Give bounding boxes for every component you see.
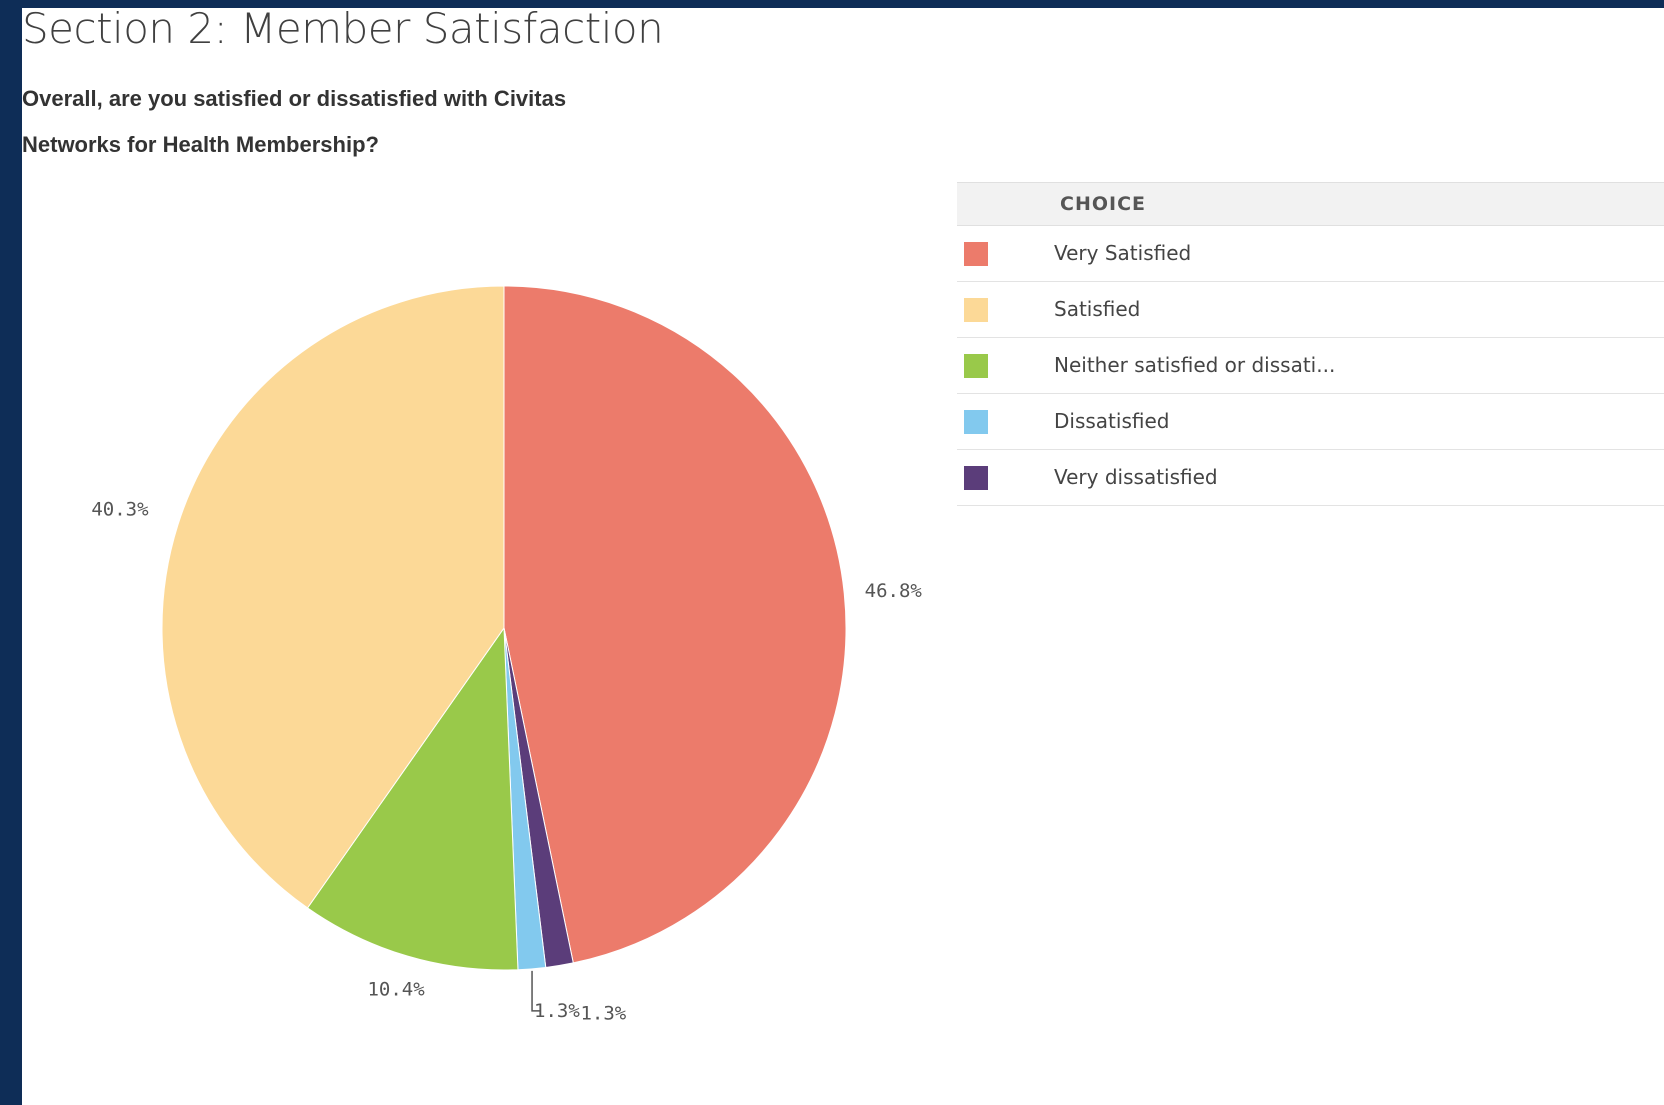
legend-rows: Very Satisfied Satisfied Neither satisfied…	[957, 226, 1664, 506]
legend-row-very-dissatisfied[interactable]: Very dissatisfied	[957, 450, 1664, 506]
legend-label-dissatisfied: Dissatisfied	[1054, 409, 1170, 433]
legend-header: CHOICE	[957, 182, 1664, 226]
legend-swatch-satisfied	[964, 298, 988, 322]
report-panel: Section 2: Member Satisfaction Overall, …	[22, 8, 1664, 1105]
legend-label-very-dissatisfied: Very dissatisfied	[1054, 465, 1218, 489]
leader-line-dissatisfied	[531, 970, 541, 1012]
legend-swatch-neither-satisfied-or-dissatisfied	[964, 354, 988, 378]
pie-slice-very-satisfied[interactable]	[503, 285, 847, 964]
legend-header-label: CHOICE	[1060, 193, 1146, 215]
legend-swatch-very-satisfied	[964, 242, 988, 266]
pie-slice-neither-satisfied-or-dissatisfied[interactable]	[306, 626, 519, 971]
legend-row-satisfied[interactable]: Satisfied	[957, 282, 1664, 338]
pie-chart: 46.8% 1.3%1.3% 10.4% 40.3%	[91, 285, 923, 1024]
legend-table: CHOICE Very Satisfied Satisfied Neither sa…	[957, 182, 1664, 506]
data-label-satisfied: 40.3%	[91, 499, 149, 521]
pie-slice-satisfied[interactable]	[161, 285, 505, 909]
legend-swatch-dissatisfied	[964, 410, 988, 434]
section-title: Section 2: Member Satisfaction	[22, 4, 664, 53]
legend-swatch-very-dissatisfied	[964, 466, 988, 490]
legend-label-satisfied: Satisfied	[1054, 297, 1141, 321]
data-label-very-dissatisfied: 1.3%	[580, 1002, 626, 1024]
legend-row-very-satisfied[interactable]: Very Satisfied	[957, 226, 1664, 282]
data-label-neither-satisfied-or-dissatisfied: 10.4%	[367, 979, 425, 1001]
legend-label-neither-satisfied-or-dissatisfied: Neither satisfied or dissati...	[1054, 353, 1336, 377]
legend-label-very-satisfied: Very Satisfied	[1054, 241, 1192, 265]
data-label-very-satisfied: 46.8%	[865, 580, 923, 602]
question-text: Overall, are you satisfied or dissatisfi…	[22, 86, 567, 157]
legend-row-neither-satisfied-or-dissatisfied[interactable]: Neither satisfied or dissati...	[957, 338, 1664, 394]
legend-row-dissatisfied[interactable]: Dissatisfied	[957, 394, 1664, 450]
data-label-dissatisfied: 1.3%	[534, 1000, 580, 1022]
